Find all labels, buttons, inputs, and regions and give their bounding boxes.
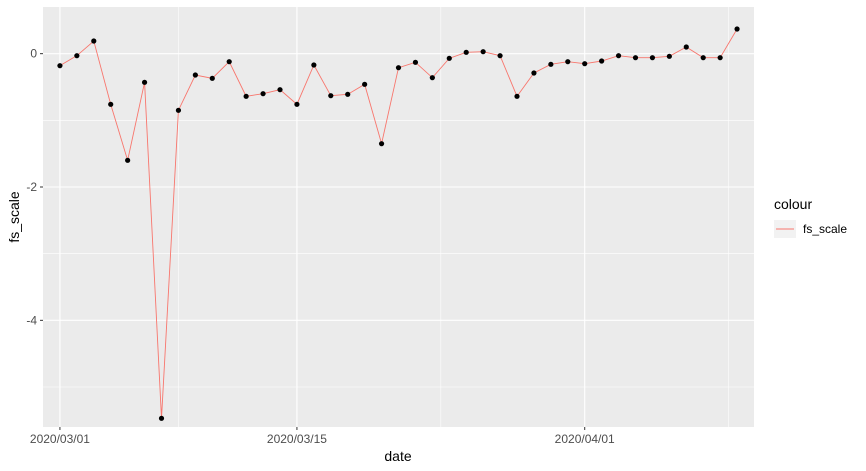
data-point	[141, 79, 148, 85]
data-point	[480, 49, 486, 55]
data-point	[582, 61, 588, 67]
data-point	[125, 157, 131, 163]
data-point	[412, 59, 419, 65]
y-tick-label: -2	[26, 180, 37, 194]
data-point	[734, 26, 740, 32]
data-point	[158, 415, 165, 421]
data-point	[429, 75, 435, 81]
data-point	[683, 44, 689, 50]
y-axis-ticks: -4 -2 0	[26, 47, 43, 327]
data-point	[260, 91, 266, 97]
x-tick-label: 2020/03/15	[267, 432, 327, 446]
data-point	[226, 59, 232, 65]
data-point	[717, 55, 723, 61]
data-point	[615, 53, 622, 59]
data-point	[497, 53, 503, 59]
data-point	[328, 93, 334, 99]
data-point	[175, 107, 182, 113]
data-point	[514, 93, 520, 99]
plot-panel	[43, 7, 754, 427]
y-axis-title: fs_scale	[6, 191, 22, 243]
x-tick-label: 2020/03/01	[30, 432, 90, 446]
data-point	[446, 55, 452, 61]
data-point	[192, 72, 198, 78]
x-tick-label: 2020/04/01	[555, 432, 615, 446]
x-axis-title: date	[384, 448, 411, 464]
data-point	[91, 38, 97, 44]
data-point	[294, 101, 300, 107]
data-point	[277, 87, 283, 93]
data-point	[548, 61, 554, 67]
data-point	[362, 81, 368, 87]
data-point	[243, 93, 249, 99]
data-point	[345, 91, 351, 97]
data-point	[57, 63, 63, 69]
data-point	[666, 53, 672, 59]
data-point	[108, 101, 114, 107]
series-points	[57, 26, 740, 421]
data-point	[632, 55, 639, 61]
data-point	[531, 70, 537, 76]
data-point	[74, 53, 80, 59]
data-point	[395, 65, 402, 71]
data-point	[599, 58, 605, 64]
minor-gridlines	[43, 7, 754, 427]
data-point	[700, 55, 706, 61]
data-point	[565, 59, 571, 65]
y-tick-label: -4	[26, 313, 37, 327]
legend: colour fs_scale	[774, 196, 847, 238]
y-tick-label: 0	[30, 47, 37, 61]
data-point	[311, 62, 317, 68]
data-point	[378, 141, 385, 147]
data-point	[209, 75, 215, 81]
legend-title: colour	[774, 196, 812, 212]
data-point	[649, 55, 656, 61]
legend-label: fs_scale	[803, 222, 847, 236]
major-gridlines	[43, 7, 754, 427]
data-point	[463, 49, 469, 55]
x-axis-ticks: 2020/03/01 2020/03/15 2020/04/01	[30, 427, 615, 446]
